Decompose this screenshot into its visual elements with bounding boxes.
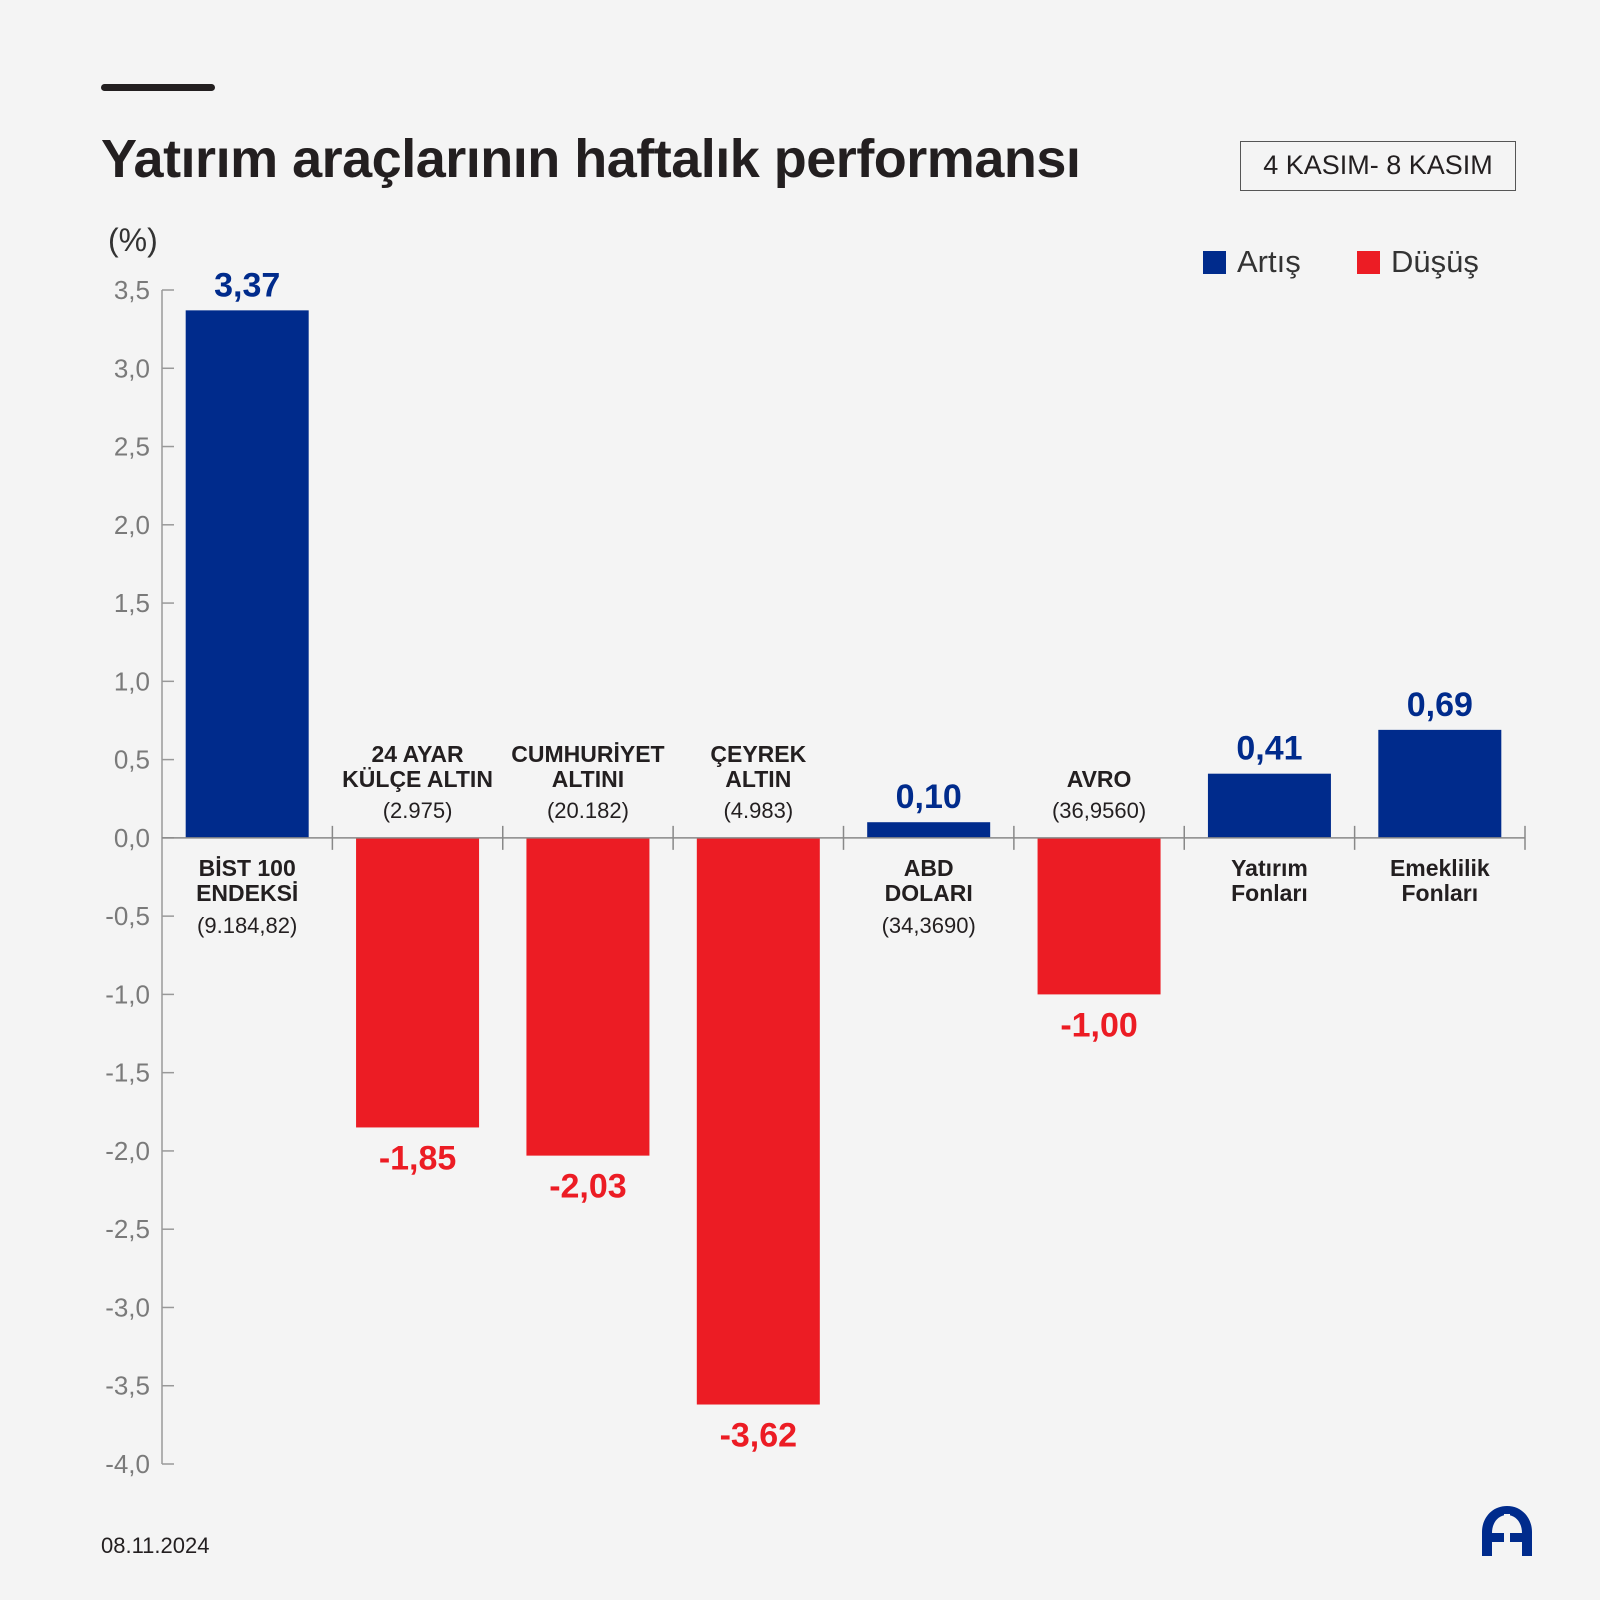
category-label: 24 AYAR bbox=[372, 741, 464, 767]
y-tick-label: 0,5 bbox=[114, 745, 150, 775]
y-tick-label: 3,0 bbox=[114, 353, 150, 383]
bar bbox=[696, 837, 820, 1405]
bar bbox=[185, 310, 309, 838]
y-tick-label: -3,0 bbox=[105, 1292, 150, 1322]
bar-value-label: -2,03 bbox=[549, 1168, 627, 1206]
y-tick-label: -1,0 bbox=[105, 979, 150, 1009]
legend-swatch-decrease bbox=[1357, 251, 1380, 274]
legend-item-increase: Artış bbox=[1203, 244, 1301, 280]
bar bbox=[1207, 773, 1331, 838]
category-label: AVRO bbox=[1067, 766, 1132, 792]
y-tick-label: -3,5 bbox=[105, 1371, 150, 1401]
bar bbox=[1037, 837, 1161, 995]
category-label: Yatırım bbox=[1231, 855, 1308, 881]
bar-value-label: -1,00 bbox=[1060, 1006, 1138, 1044]
bar-value-label: 0,10 bbox=[896, 778, 962, 816]
category-sub-label: (2.975) bbox=[383, 798, 453, 823]
category-sub-label: (36,9560) bbox=[1052, 798, 1146, 823]
y-tick-label: -0,5 bbox=[105, 901, 150, 931]
bar-value-label: -3,62 bbox=[720, 1417, 798, 1455]
y-tick-label: 2,0 bbox=[114, 510, 150, 540]
aa-logo bbox=[1478, 1502, 1536, 1565]
category-label: KÜLÇE ALTIN bbox=[342, 766, 493, 792]
date-range-box: 4 KASIM- 8 KASIM bbox=[1240, 141, 1516, 191]
category-label: ALTIN bbox=[725, 766, 791, 792]
top-rule bbox=[101, 84, 215, 91]
category-label: ENDEKSİ bbox=[196, 880, 298, 906]
category-sub-label: (34,3690) bbox=[882, 913, 976, 938]
y-tick-label: -4,0 bbox=[105, 1449, 150, 1479]
y-tick-label: 0,0 bbox=[114, 823, 150, 853]
y-axis-unit: (%) bbox=[108, 222, 158, 258]
y-tick-label: 1,5 bbox=[114, 588, 150, 618]
category-label: ALTINI bbox=[552, 766, 624, 792]
bar bbox=[867, 822, 991, 838]
legend-item-decrease: Düşüş bbox=[1357, 244, 1479, 280]
bar-value-label: -1,85 bbox=[379, 1139, 457, 1177]
category-label: DOLARI bbox=[885, 880, 973, 906]
y-tick-label: 3,5 bbox=[114, 275, 150, 305]
category-label: CUMHURİYET bbox=[511, 741, 664, 767]
footer-date: 08.11.2024 bbox=[101, 1533, 210, 1558]
legend-label-decrease: Düşüş bbox=[1391, 244, 1479, 279]
y-tick-label: -1,5 bbox=[105, 1058, 150, 1088]
legend-swatch-increase bbox=[1203, 251, 1226, 274]
bar bbox=[526, 837, 650, 1156]
category-label: Fonları bbox=[1231, 880, 1308, 906]
category-label: BİST 100 bbox=[199, 855, 296, 881]
bar bbox=[1378, 729, 1502, 838]
y-tick-label: -2,0 bbox=[105, 1136, 150, 1166]
bar bbox=[356, 837, 480, 1128]
category-label: ABD bbox=[904, 855, 954, 881]
category-sub-label: (20.182) bbox=[547, 798, 629, 823]
y-tick-label: 2,5 bbox=[114, 432, 150, 462]
bar-value-label: 3,37 bbox=[214, 266, 280, 304]
chart-title: Yatırım araçlarının haftalık performansı bbox=[101, 129, 1081, 189]
category-label: ÇEYREK bbox=[710, 741, 806, 767]
y-tick-label: -2,5 bbox=[105, 1214, 150, 1244]
category-sub-label: (4.983) bbox=[723, 798, 793, 823]
category-label: Emeklilik bbox=[1390, 855, 1490, 881]
legend-label-increase: Artış bbox=[1237, 244, 1301, 279]
y-tick-label: 1,0 bbox=[114, 666, 150, 696]
category-label: Fonları bbox=[1401, 880, 1478, 906]
category-sub-label: (9.184,82) bbox=[197, 913, 297, 938]
bar-value-label: 0,69 bbox=[1407, 686, 1473, 724]
bar-value-label: 0,41 bbox=[1236, 730, 1302, 768]
